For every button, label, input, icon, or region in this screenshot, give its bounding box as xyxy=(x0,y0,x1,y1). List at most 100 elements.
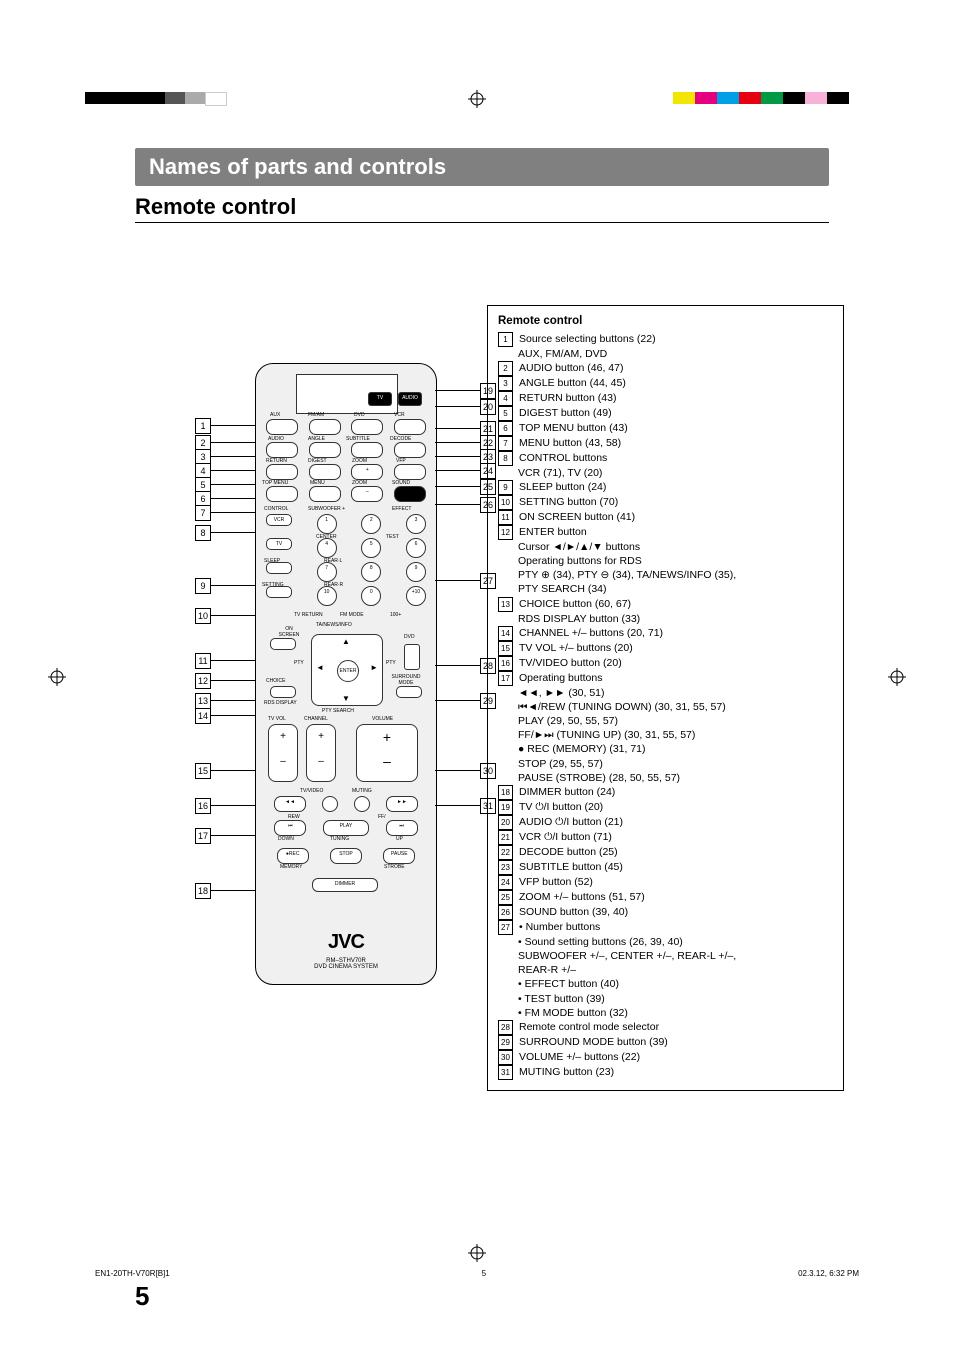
num-6: 6 xyxy=(406,538,426,558)
setting-sublabel: SETTING xyxy=(262,582,284,588)
dvd-button xyxy=(351,419,383,435)
num-8: 8 xyxy=(361,562,381,582)
surround-label: SURROUNDMODE xyxy=(386,674,426,686)
callout-line xyxy=(210,715,255,716)
legend-num: 1 xyxy=(498,332,513,347)
legend-num: 11 xyxy=(498,510,513,525)
callout-line xyxy=(210,680,255,681)
legend-item-14: 14CHANNEL +/– buttons (20, 71) xyxy=(498,626,833,641)
section-title: Names of parts and controls xyxy=(135,148,829,186)
ctrl-tv: TV xyxy=(266,538,292,550)
ff-fast-button: ►► xyxy=(386,796,418,812)
legend-num: 30 xyxy=(498,1050,513,1065)
zoom-label: ZOOM xyxy=(352,458,367,464)
sound-label: SOUND xyxy=(392,480,410,486)
legend-subline: Operating buttons for RDS xyxy=(498,554,833,568)
vfp-button xyxy=(394,464,426,480)
legend-subline: • TEST button (39) xyxy=(498,992,833,1006)
legend-num: 17 xyxy=(498,671,513,686)
stop-button: STOP xyxy=(330,848,362,864)
legend-item-21: 21VCR ⏻/I button (71) xyxy=(498,830,833,845)
legend-text: SLEEP button (24) xyxy=(519,480,833,494)
callout-line xyxy=(435,580,480,581)
callout-17: 17 xyxy=(195,828,211,844)
fmmode-sublabel: FM MODE xyxy=(340,612,364,618)
legend-text: CHOICE button (60, 67) xyxy=(519,597,833,611)
num-2: 2 xyxy=(361,514,381,534)
channel-rocker: + – xyxy=(306,724,336,782)
legend-text: DECODE button (25) xyxy=(519,845,833,859)
legend-heading: Remote control xyxy=(498,314,833,330)
legend-num: 22 xyxy=(498,845,513,860)
legend-text: SOUND button (39, 40) xyxy=(519,905,833,919)
legend-item-11: 11 ON SCREEN button (41) xyxy=(498,510,833,525)
callout-line xyxy=(435,665,480,666)
subtitle-label: SUBTITLE xyxy=(346,436,370,442)
topmenu-label: TOP MENU xyxy=(262,480,288,486)
footer: EN1-20TH-V70R[B]1 5 02.3.12, 6:32 PM xyxy=(95,1269,859,1278)
legend-box: Remote control 1Source selecting buttons… xyxy=(487,305,844,1091)
pty-left-label: PTY xyxy=(294,660,304,666)
num-9: 9 xyxy=(406,562,426,582)
num-5: 5 xyxy=(361,538,381,558)
zoom-plus-button: + xyxy=(351,464,383,480)
pause-button: PAUSE xyxy=(383,848,415,864)
choice-label: CHOICE xyxy=(266,678,285,684)
brand-logo: JVC xyxy=(256,931,436,954)
legend-num: 15 xyxy=(498,641,513,656)
legend-subline: PTY SEARCH (34) xyxy=(498,582,833,596)
legend-text: MUTING button (23) xyxy=(519,1065,833,1079)
footer-right: 02.3.12, 6:32 PM xyxy=(798,1269,859,1278)
legend-num: 26 xyxy=(498,905,513,920)
subtitle-button xyxy=(351,442,383,458)
ff-button: ⏭ xyxy=(386,820,418,836)
legend-item-8: 8CONTROL buttons xyxy=(498,451,833,466)
legend-subline: STOP (29, 55, 57) xyxy=(498,757,833,771)
surround-button xyxy=(396,686,422,698)
callout-line xyxy=(435,486,480,487)
dimmer-button: DIMMER xyxy=(312,878,378,892)
num-1: 1 xyxy=(317,514,337,534)
legend-text: TOP MENU button (43) xyxy=(519,421,833,435)
registration-mark-left xyxy=(48,668,66,686)
tvvideo-button xyxy=(322,796,338,812)
rearl-sublabel: REAR·L xyxy=(324,558,342,564)
legend-item-18: 18DIMMER button (24) xyxy=(498,785,833,800)
callout-18: 18 xyxy=(195,883,211,899)
rec-button: ●REC xyxy=(277,848,309,864)
legend-text: ANGLE button (44, 45) xyxy=(519,376,833,390)
legend-text: ZOOM +/– buttons (51, 57) xyxy=(519,890,833,904)
vcr-label: VCR xyxy=(394,412,405,418)
registration-mark-right xyxy=(888,668,906,686)
channel-label: CHANNEL xyxy=(304,716,328,722)
legend-item-29: 29SURROUND MODE button (39) xyxy=(498,1035,833,1050)
angle-button xyxy=(309,442,341,458)
callout-12: 12 xyxy=(195,673,211,689)
muting-label: MUTING xyxy=(352,788,372,794)
rew-fast-button: ◄◄ xyxy=(274,796,306,812)
legend-num: 9 xyxy=(498,480,513,495)
sound-button xyxy=(394,486,426,502)
callout-line xyxy=(210,532,255,533)
strobe-label: STROBE xyxy=(384,864,405,870)
callout-line xyxy=(210,700,255,701)
legend-num: 12 xyxy=(498,525,513,540)
callout-line xyxy=(210,498,255,499)
volume-rocker: + – xyxy=(356,724,418,782)
ff-label: FF/ xyxy=(378,814,386,820)
legend-num: 10 xyxy=(498,495,513,510)
callout-15: 15 xyxy=(195,763,211,779)
legend-item-25: 25ZOOM +/– buttons (51, 57) xyxy=(498,890,833,905)
legend-num: 16 xyxy=(498,656,513,671)
up-label: UP xyxy=(396,836,403,842)
legend-item-3: 3ANGLE button (44, 45) xyxy=(498,376,833,391)
callout-line xyxy=(435,805,480,806)
callout-line xyxy=(210,890,255,891)
tanews-label: TA/NEWS/INFO xyxy=(316,622,352,628)
legend-text: ON SCREEN button (41) xyxy=(519,510,833,524)
return-button xyxy=(266,464,298,480)
decode-label: DECODE xyxy=(390,436,411,442)
legend-subline: RDS DISPLAY button (33) xyxy=(498,612,833,626)
tvreturn-sublabel: TV RETURN xyxy=(294,612,323,618)
legend-item-30: 30VOLUME +/– buttons (22) xyxy=(498,1050,833,1065)
